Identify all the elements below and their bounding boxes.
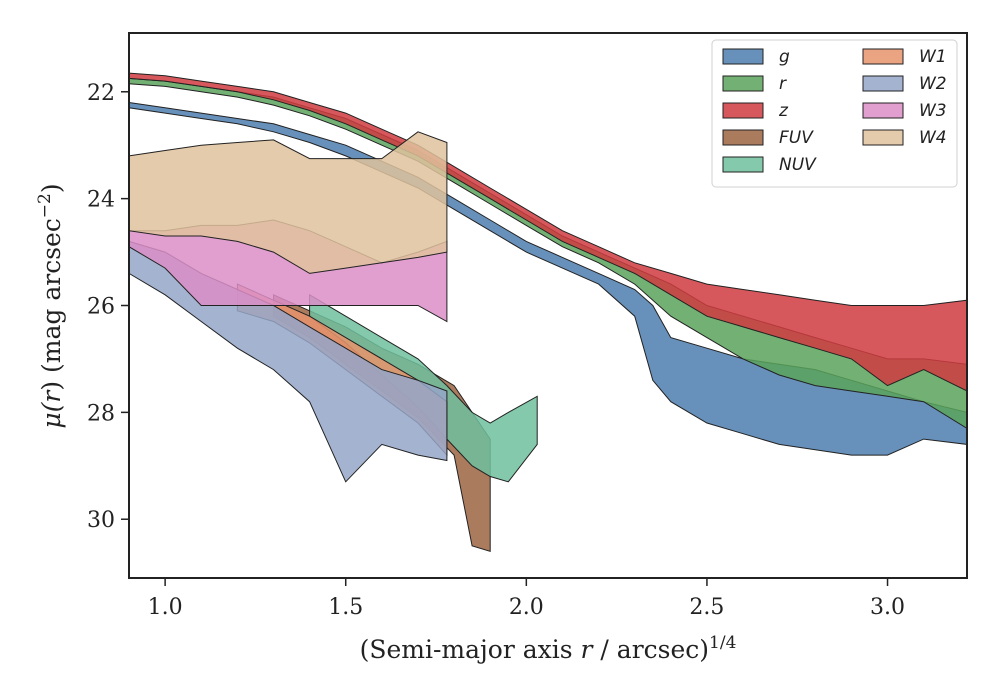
legend: grz FUV NUV W1 W2 W3 W4 (711, 39, 958, 188)
legend-swatch (862, 102, 904, 119)
series-area-layer (128, 72, 968, 552)
legend-label: g (779, 47, 790, 67)
legend-swatch (722, 48, 764, 65)
y-tick-label: 26 (87, 295, 115, 320)
legend-swatch (722, 156, 764, 173)
x-tick-label: 2.0 (509, 595, 544, 620)
legend-swatch (722, 75, 764, 92)
x-axis-title: (Semi-major axis r / arcsec)1/4 (360, 633, 737, 664)
y-tick-label: 30 (87, 508, 115, 533)
legend-label: W1 (919, 47, 947, 67)
x-axis-ticks: 1.0 1.5 2.0 2.5 3.0 (148, 578, 905, 620)
x-tick-label: 1.5 (328, 595, 363, 620)
legend-label: FUV (779, 128, 814, 148)
legend-label: z (778, 101, 789, 121)
x-tick-label: 3.0 (870, 595, 905, 620)
x-tick-label: 1.0 (148, 595, 183, 620)
x-tick-label: 2.5 (689, 595, 724, 620)
series-band-w4 (128, 131, 448, 274)
y-tick-label: 22 (87, 81, 115, 106)
legend-label: W3 (919, 101, 947, 121)
legend-swatch (722, 129, 764, 146)
legend-swatch (862, 75, 904, 92)
legend-label: NUV (779, 155, 817, 175)
legend-swatch (862, 48, 904, 65)
legend-label: W4 (919, 128, 947, 148)
y-tick-label: 28 (87, 401, 115, 426)
legend-swatch (862, 129, 904, 146)
y-tick-label: 24 (87, 188, 115, 213)
y-axis-title: μ(r) (mag arcsec−2) (35, 183, 66, 428)
legend-label: W2 (919, 74, 947, 94)
legend-swatch (722, 102, 764, 119)
legend-label: r (779, 74, 787, 94)
y-axis-ticks: 22 24 26 28 30 (87, 81, 129, 533)
